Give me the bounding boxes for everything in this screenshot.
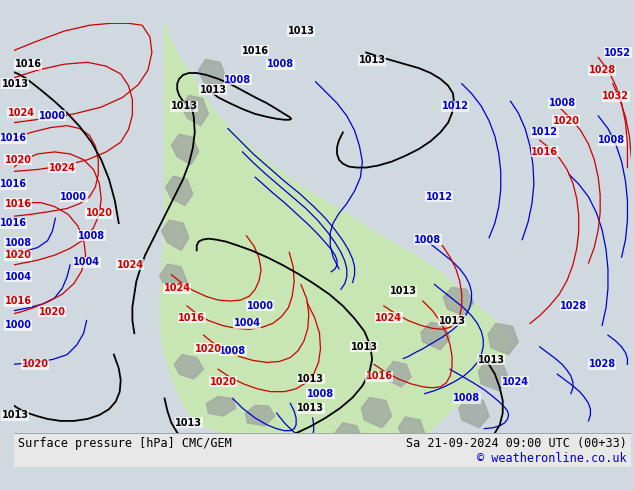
Polygon shape: [335, 423, 363, 449]
Text: 1012: 1012: [531, 127, 558, 137]
Text: 1000: 1000: [60, 192, 87, 202]
Text: 1016: 1016: [0, 218, 27, 228]
Text: 1004: 1004: [73, 257, 100, 267]
Text: 1052: 1052: [604, 48, 631, 57]
Polygon shape: [198, 59, 226, 90]
Polygon shape: [245, 405, 275, 426]
Text: 1013: 1013: [200, 85, 227, 95]
Text: 1028: 1028: [588, 359, 616, 369]
Text: Surface pressure [hPa] CMC/GEM: Surface pressure [hPa] CMC/GEM: [18, 437, 232, 450]
Text: 1016: 1016: [5, 296, 32, 306]
Text: 1020: 1020: [86, 208, 113, 219]
Text: 1008: 1008: [267, 59, 294, 69]
Text: 1013: 1013: [297, 374, 324, 384]
Text: 1020: 1020: [209, 377, 236, 387]
Text: 1004: 1004: [234, 318, 261, 328]
Text: 1032: 1032: [602, 91, 630, 101]
Text: 1012: 1012: [426, 192, 453, 202]
Text: 1020: 1020: [5, 250, 32, 260]
Text: 1008: 1008: [224, 75, 251, 85]
Text: 1000: 1000: [39, 111, 66, 121]
Text: 1024: 1024: [502, 377, 529, 387]
Text: 1013: 1013: [176, 418, 202, 428]
Polygon shape: [443, 288, 474, 316]
Polygon shape: [165, 176, 193, 205]
Polygon shape: [162, 220, 189, 250]
Polygon shape: [488, 323, 519, 355]
Text: Sa 21-09-2024 09:00 UTC (00+33): Sa 21-09-2024 09:00 UTC (00+33): [406, 437, 626, 450]
Text: 1020: 1020: [553, 116, 579, 126]
Text: 1020: 1020: [39, 307, 66, 317]
Text: 1013: 1013: [390, 447, 417, 457]
Text: 1024: 1024: [117, 260, 144, 270]
Text: © weatheronline.co.uk: © weatheronline.co.uk: [477, 452, 626, 466]
Text: 1016: 1016: [0, 179, 27, 189]
Text: 1020: 1020: [5, 155, 32, 165]
Polygon shape: [160, 264, 187, 293]
Text: 1008: 1008: [598, 135, 625, 145]
Text: 1024: 1024: [164, 283, 191, 294]
Text: 1016: 1016: [0, 133, 27, 143]
Text: 1013: 1013: [439, 316, 465, 325]
Text: 1016: 1016: [531, 147, 558, 157]
Text: 1013: 1013: [171, 101, 198, 111]
Text: 1008: 1008: [414, 235, 441, 245]
Text: 1020: 1020: [195, 344, 222, 354]
Text: 1004: 1004: [5, 271, 32, 282]
Polygon shape: [459, 397, 489, 428]
Text: 1024: 1024: [375, 313, 402, 322]
Text: 1012: 1012: [441, 101, 469, 111]
Text: 1013: 1013: [390, 286, 417, 296]
Polygon shape: [478, 361, 508, 391]
Polygon shape: [361, 397, 392, 428]
Text: 012: 012: [245, 455, 265, 465]
Polygon shape: [398, 417, 425, 447]
Text: 1008: 1008: [5, 238, 32, 247]
Text: 1016: 1016: [242, 46, 269, 55]
Text: 1028: 1028: [588, 65, 616, 75]
Text: 1008: 1008: [548, 98, 576, 108]
Text: 1000: 1000: [247, 301, 273, 311]
Text: 1020: 1020: [22, 359, 48, 369]
Polygon shape: [207, 396, 236, 416]
Text: 1016: 1016: [178, 313, 205, 322]
Text: 1000: 1000: [5, 320, 32, 330]
Text: 1024: 1024: [49, 163, 75, 172]
Text: 1013: 1013: [477, 354, 505, 365]
Polygon shape: [421, 322, 450, 350]
Text: 1013: 1013: [297, 403, 324, 413]
Bar: [13, 433, 631, 466]
Text: 1013: 1013: [287, 26, 314, 36]
Text: 1013: 1013: [2, 410, 29, 420]
Text: 1028: 1028: [560, 301, 588, 311]
Polygon shape: [181, 96, 209, 125]
Text: 1024: 1024: [8, 108, 35, 118]
Text: 1008: 1008: [307, 389, 334, 399]
Polygon shape: [385, 362, 411, 387]
Text: 1016: 1016: [15, 59, 42, 69]
Text: 1013: 1013: [359, 55, 385, 65]
Text: 1008: 1008: [453, 393, 480, 403]
Text: 1008: 1008: [219, 346, 247, 356]
Text: 1008: 1008: [78, 231, 105, 241]
Text: 1016: 1016: [5, 198, 32, 209]
Polygon shape: [171, 134, 198, 165]
Polygon shape: [174, 355, 204, 379]
Text: 1013: 1013: [2, 79, 29, 89]
Text: 1016: 1016: [365, 371, 392, 381]
Text: 1013: 1013: [351, 342, 378, 352]
Polygon shape: [160, 24, 510, 449]
